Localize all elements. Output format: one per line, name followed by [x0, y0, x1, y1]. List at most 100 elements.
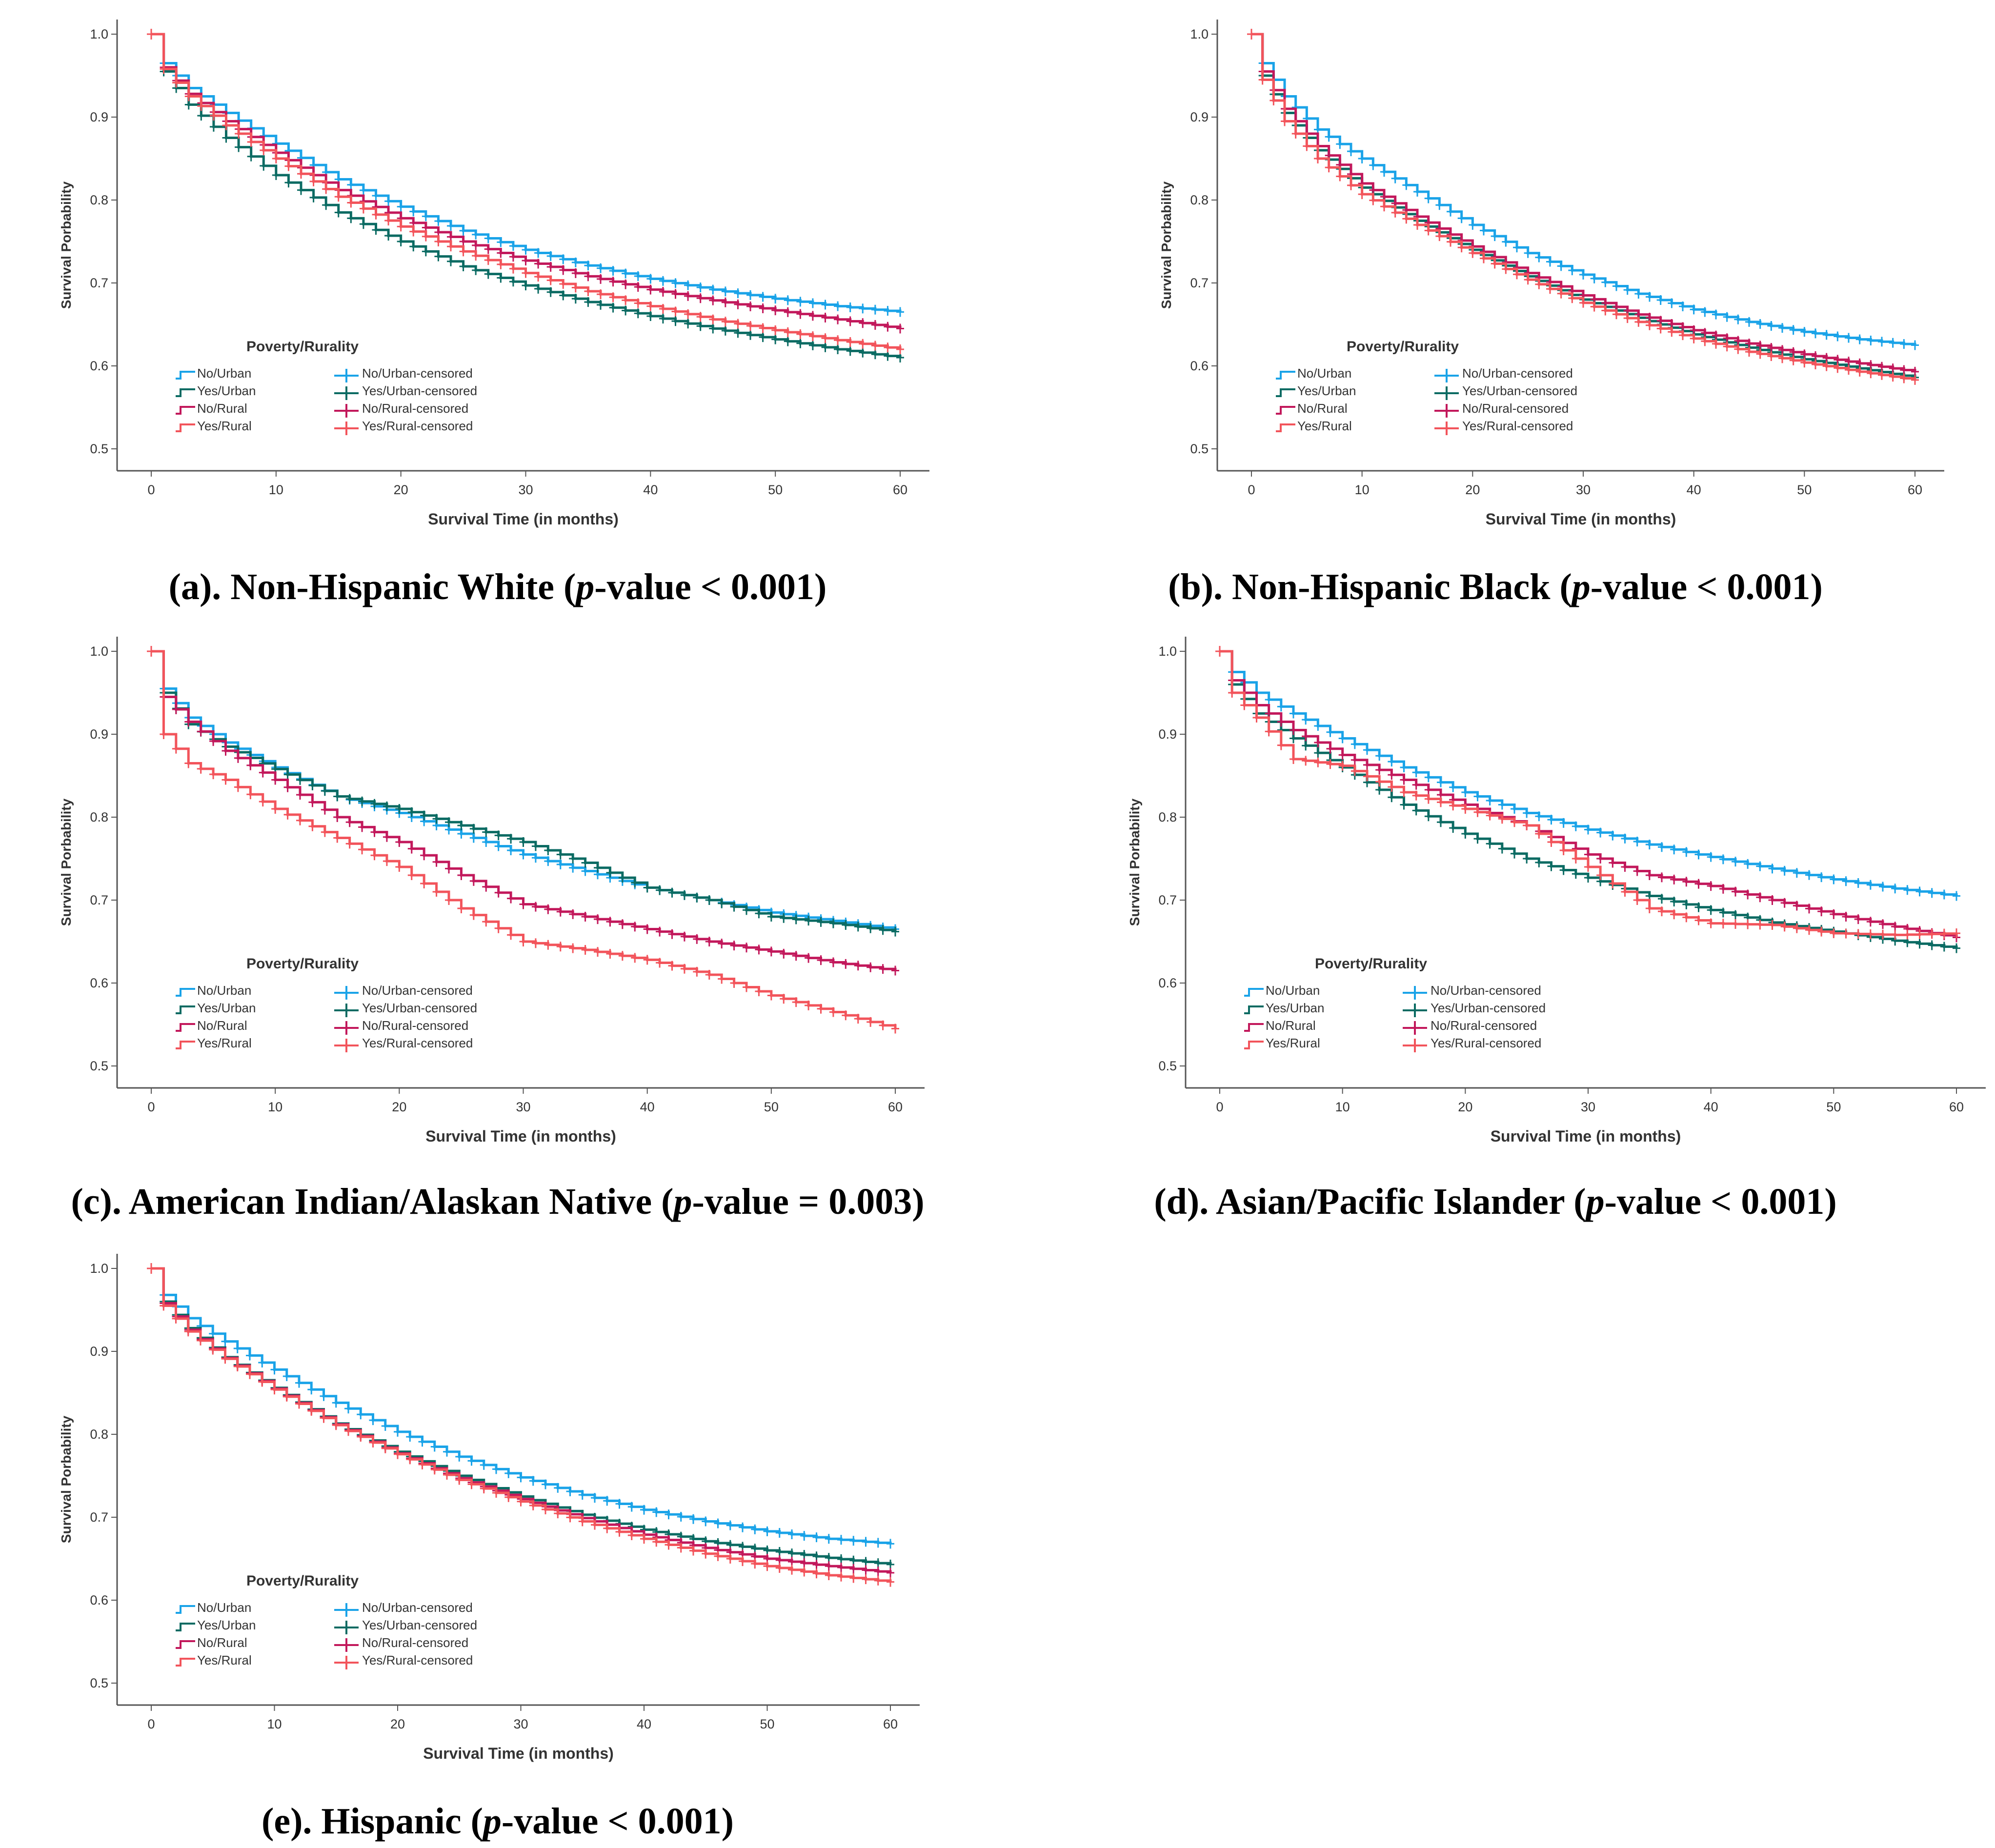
censor-mark — [1817, 872, 1826, 883]
censor-mark — [1535, 252, 1543, 262]
censor-mark — [726, 1554, 734, 1564]
censor-mark — [1793, 923, 1801, 933]
censor-mark — [665, 1540, 673, 1550]
censor-mark — [197, 101, 205, 111]
x-tick-label: 50 — [1797, 482, 1812, 497]
censor-mark — [1734, 344, 1742, 354]
censor-mark — [1277, 702, 1285, 712]
censor-mark — [746, 321, 754, 331]
censor-mark — [1911, 340, 1919, 350]
censor-mark — [849, 1573, 858, 1583]
censor-mark — [634, 298, 642, 308]
censor-mark — [1302, 731, 1310, 742]
censor-mark — [531, 853, 540, 863]
legend-censor-swatch — [1434, 386, 1459, 400]
censor-mark — [420, 850, 428, 861]
legend-label: No/Urban — [1297, 366, 1351, 381]
censor-mark — [407, 844, 416, 854]
censor-mark — [531, 938, 540, 948]
censor-mark — [887, 1577, 894, 1587]
censor-mark — [1350, 755, 1359, 765]
censor-mark — [270, 1365, 279, 1375]
censor-mark — [714, 1518, 722, 1528]
censor-mark — [734, 299, 742, 309]
censor-mark — [812, 1532, 821, 1543]
legend-swatch — [1244, 1023, 1264, 1032]
censor-mark — [597, 274, 605, 284]
censor-mark — [696, 312, 705, 322]
censor-mark — [497, 248, 505, 258]
censor-mark — [1579, 270, 1587, 280]
legend-censored-label: Yes/Urban-censored — [1462, 383, 1577, 398]
censor-mark — [1596, 854, 1605, 864]
censor-mark — [1744, 859, 1752, 869]
censor-mark — [859, 339, 867, 349]
y-tick-label: 0.9 — [1158, 727, 1177, 742]
censor-mark — [282, 1371, 291, 1381]
censor-mark — [702, 1548, 710, 1559]
y-tick-label: 0.8 — [90, 810, 108, 824]
censor-mark — [677, 1511, 685, 1522]
legend-censor-swatch — [334, 986, 359, 1000]
censor-mark — [284, 161, 293, 171]
censor-mark — [1486, 810, 1494, 821]
censor-mark — [571, 268, 580, 278]
censor-mark — [209, 736, 218, 746]
censor-mark — [447, 221, 455, 231]
y-tick-label: 0.7 — [90, 276, 108, 290]
censor-mark — [1350, 739, 1359, 749]
legend-label: Yes/Urban — [1266, 1001, 1324, 1015]
censor-mark — [792, 997, 800, 1007]
y-tick-label: 0.9 — [1190, 110, 1209, 124]
censor-mark — [606, 917, 614, 927]
legend-swatch — [1276, 423, 1295, 432]
censor-mark — [357, 1409, 365, 1420]
x-tick-label: 10 — [268, 1100, 282, 1114]
censor-mark — [455, 1475, 463, 1485]
censor-mark — [837, 1571, 845, 1582]
x-tick-label: 30 — [518, 482, 533, 497]
censor-mark — [559, 265, 567, 275]
censor-mark — [1756, 349, 1764, 359]
legend-censored-label: No/Rural-censored — [362, 401, 468, 416]
y-tick-label: 1.0 — [1190, 27, 1209, 41]
censor-mark — [622, 268, 630, 279]
censor-mark — [1732, 910, 1739, 920]
censor-mark — [767, 990, 775, 1001]
x-tick-label: 10 — [269, 482, 283, 497]
censor-mark — [1745, 347, 1753, 357]
censor-mark — [1812, 359, 1819, 369]
censor-mark — [808, 298, 817, 308]
censor-mark — [531, 902, 540, 912]
censor-mark — [896, 323, 904, 334]
censor-mark — [821, 333, 829, 343]
censor-mark — [846, 346, 854, 356]
x-tick-label: 40 — [1687, 482, 1701, 497]
censor-mark — [1940, 928, 1948, 939]
legend-censored-label: Yes/Rural-censored — [362, 419, 473, 433]
censor-mark — [821, 313, 829, 323]
censor-mark — [1461, 829, 1470, 839]
censor-mark — [1834, 331, 1842, 341]
legend-swatch — [176, 988, 195, 997]
legend-swatch — [1276, 406, 1295, 415]
censor-mark — [1670, 897, 1678, 907]
censor-mark — [1682, 912, 1691, 923]
censor-mark — [609, 302, 617, 313]
censor-mark — [494, 887, 503, 898]
censor-mark — [627, 1530, 636, 1541]
censor-mark — [571, 282, 580, 293]
censor-mark — [492, 1464, 500, 1474]
censor-mark — [891, 965, 899, 976]
legend-swatch — [176, 1023, 195, 1032]
censor-mark — [1469, 220, 1477, 230]
censor-mark — [370, 850, 379, 861]
censor-mark — [1347, 146, 1355, 157]
censor-mark — [334, 207, 343, 218]
censor-mark — [1584, 862, 1592, 872]
censor-mark — [1707, 918, 1715, 928]
censor-mark — [259, 767, 267, 778]
censor-mark — [796, 329, 805, 340]
censor-mark — [891, 926, 899, 937]
legend-swatch — [1276, 388, 1295, 397]
